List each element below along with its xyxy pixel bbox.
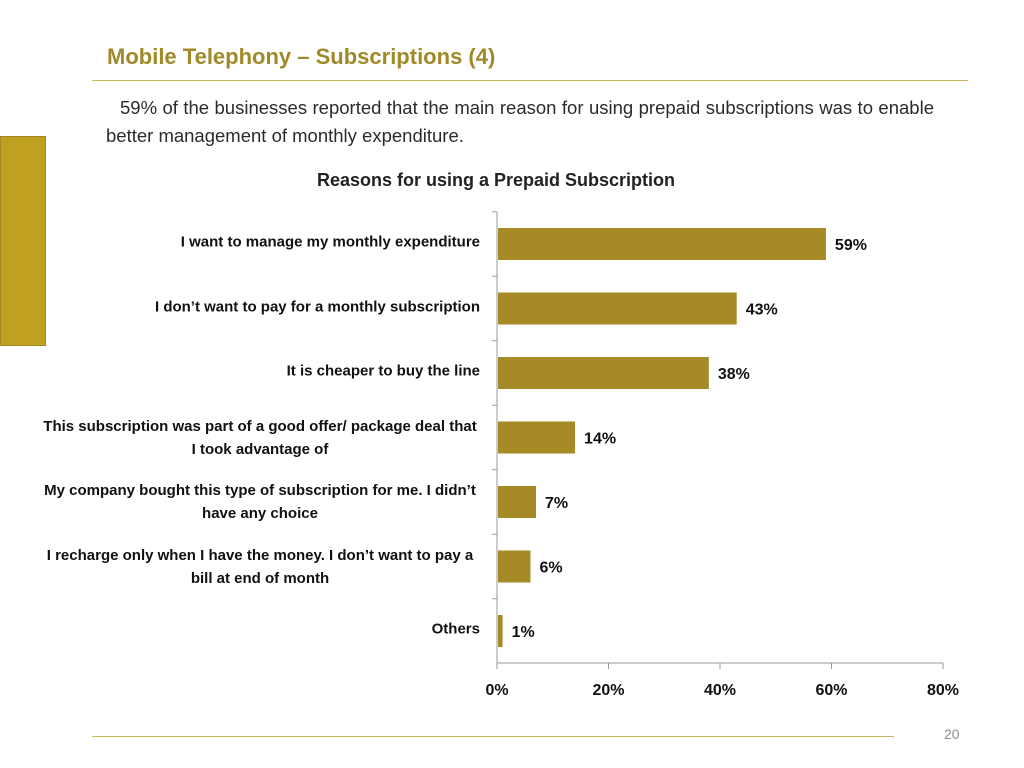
- data-label: 43%: [746, 302, 778, 319]
- slide-title: Mobile Telephony – Subscriptions (4): [107, 44, 496, 69]
- bar: [498, 421, 576, 454]
- bar: [498, 615, 503, 647]
- data-label: 14%: [584, 431, 616, 448]
- category-label: I don’t want to pay for a monthly subscr…: [154, 298, 480, 315]
- page-number: 20: [944, 726, 960, 742]
- intro-text: 59% of the businesses reported that the …: [106, 97, 934, 146]
- data-label: 6%: [539, 560, 562, 577]
- bar: [498, 486, 537, 518]
- bar: [498, 357, 709, 389]
- category-label: My company bought this type of subscript…: [44, 482, 476, 522]
- data-label: 59%: [835, 237, 867, 254]
- category-label: Others: [431, 620, 480, 638]
- x-tick-label: 0%: [485, 682, 508, 699]
- category-label: This subscription was part of a good off…: [43, 417, 477, 458]
- bar: [498, 228, 826, 260]
- chart-title: Reasons for using a Prepaid Subscription: [316, 170, 676, 190]
- x-tick-label: 60%: [815, 682, 847, 699]
- x-tick-label: 20%: [592, 682, 624, 699]
- x-tick-label: 40%: [704, 682, 736, 699]
- bar: [498, 292, 737, 325]
- bar: [498, 550, 531, 583]
- x-tick-label: 80%: [927, 682, 959, 699]
- title-divider: [92, 80, 968, 81]
- data-label: 38%: [718, 366, 750, 383]
- footer-divider: [92, 736, 894, 737]
- category-label: It is cheaper to buy the line: [286, 362, 480, 380]
- data-label: 7%: [545, 495, 568, 512]
- category-label: I recharge only when I have the money. I…: [46, 546, 474, 587]
- data-label: 1%: [512, 624, 535, 641]
- category-label: I want to manage my monthly expenditure: [180, 233, 480, 251]
- side-accent-tab: [0, 136, 46, 346]
